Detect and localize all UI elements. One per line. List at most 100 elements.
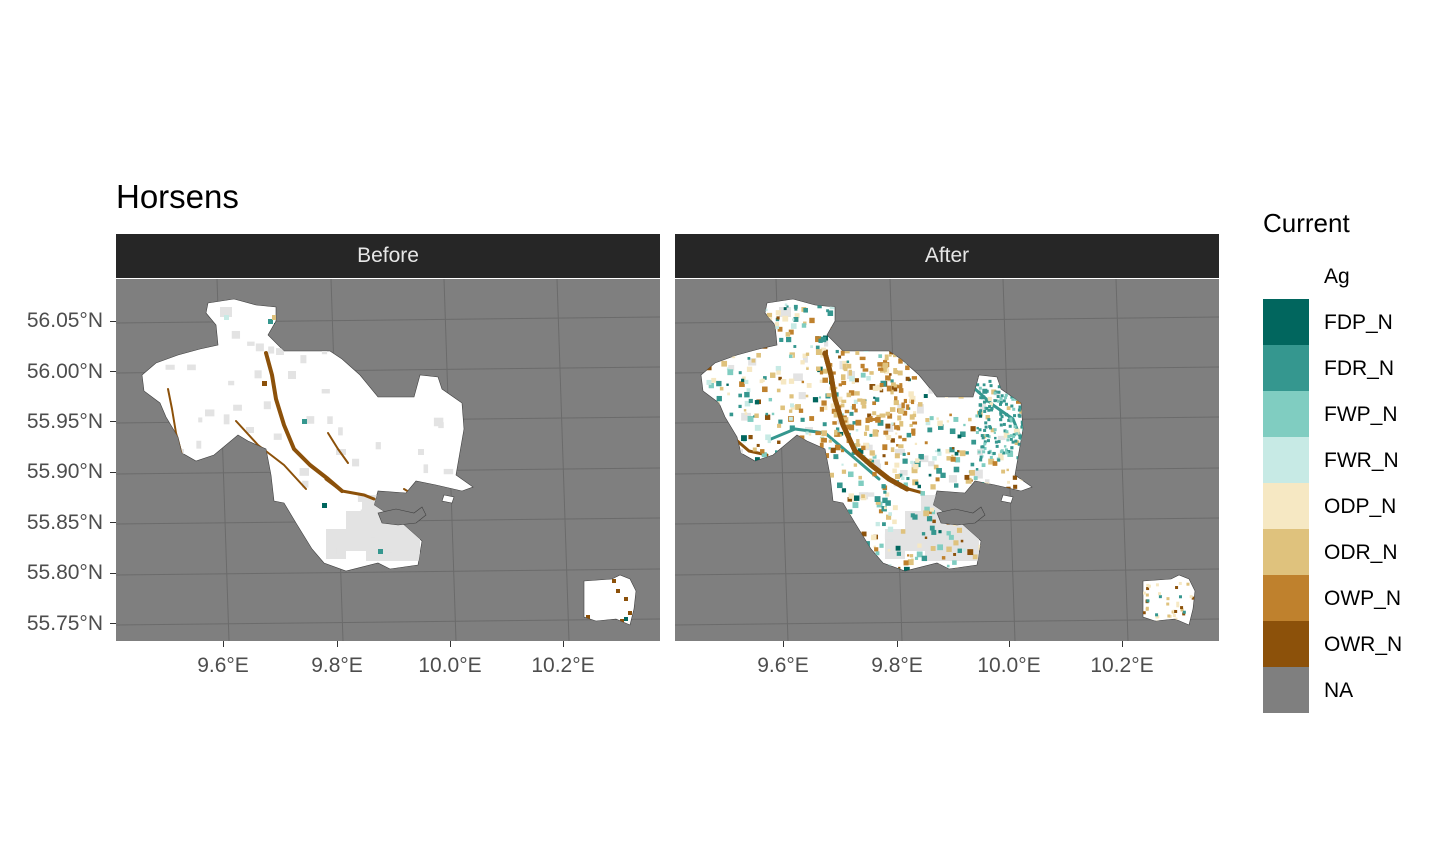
land-cover-cell [958, 357, 962, 361]
land-cover-cell [977, 341, 981, 345]
outside-area-cell [214, 469, 221, 475]
land-cover-cell [872, 385, 878, 392]
land-cover-cell [913, 325, 918, 330]
land-cover-cell [735, 460, 739, 464]
land-cover-cell [874, 397, 880, 402]
land-cover-cell [829, 472, 834, 478]
land-cover-cell [882, 522, 886, 527]
land-cover-cell [985, 389, 989, 393]
land-cover-cell [872, 471, 877, 477]
land-cover-cell [995, 309, 1001, 314]
land-cover-cell [801, 380, 805, 384]
land-cover-cell [788, 416, 793, 421]
land-cover-cell [1021, 340, 1026, 345]
land-cover-cell [992, 501, 998, 507]
land-cover-cell [872, 431, 879, 437]
land-cover-cell [829, 515, 833, 519]
land-cover-cell [923, 510, 930, 517]
outside-area-cell [173, 311, 184, 319]
land-cover-cell [717, 473, 723, 479]
land-cover-cell [1004, 396, 1008, 400]
land-cover-cell [930, 484, 936, 490]
land-cover-cell [792, 318, 795, 321]
land-cover-cell [950, 456, 956, 462]
land-cover-cell [322, 503, 327, 508]
land-cover-cell [937, 448, 941, 452]
land-cover-cell [1008, 385, 1012, 389]
land-cover-cell [989, 402, 994, 406]
land-cover-cell [978, 414, 983, 418]
land-cover-cell [1013, 428, 1020, 435]
land-cover-cell [837, 482, 843, 489]
land-cover-cell [729, 412, 734, 417]
land-cover-cell [906, 358, 910, 362]
land-cover-cell [999, 571, 1006, 578]
land-cover-cell [752, 541, 756, 546]
land-cover-cell [1004, 448, 1008, 452]
land-cover-cell [714, 485, 718, 490]
land-cover-cell [855, 419, 862, 426]
land-cover-cell [937, 387, 941, 391]
land-cover-cell [1019, 346, 1025, 353]
land-cover-cell [767, 491, 770, 494]
y-tick-mark [110, 522, 116, 523]
land-cover-cell [890, 438, 895, 443]
land-cover-cell [949, 447, 955, 453]
land-cover-cell [996, 553, 1001, 558]
land-cover-cell [885, 492, 890, 497]
land-cover-cell [756, 530, 760, 534]
land-cover-cell [778, 376, 782, 381]
land-cover-cell [907, 559, 914, 566]
land-cover-cell [826, 393, 833, 397]
land-cover-cell [903, 560, 909, 566]
outside-area-cell [871, 459, 880, 468]
outside-area-cell [360, 509, 369, 515]
land-cover-cell [966, 347, 969, 350]
land-cover-cell [1019, 410, 1023, 414]
x-tick-mark [337, 641, 338, 647]
land-cover-cell [911, 376, 917, 380]
outside-area-cell [162, 484, 173, 495]
land-cover-cell [889, 407, 896, 412]
land-cover-cell [997, 496, 1001, 500]
land-cover-cell [884, 461, 889, 465]
land-cover-cell [891, 382, 896, 387]
x-tick-mark [1122, 641, 1123, 647]
outside-area-cell [995, 317, 1004, 327]
land-cover-cell [766, 312, 773, 319]
outside-area-cell [373, 349, 381, 357]
land-cover-cell [1018, 557, 1024, 563]
land-cover-cell [723, 548, 728, 553]
land-cover-cell [799, 435, 805, 441]
land-cover-cell [979, 455, 983, 459]
graticule-parallel [116, 316, 660, 324]
land-cover-cell [961, 335, 968, 342]
land-cover-cell [952, 346, 958, 352]
x-tick-mark [897, 641, 898, 647]
land-cover-cell [901, 402, 905, 409]
land-cover-cell [932, 356, 935, 359]
outside-area-cell [231, 330, 241, 339]
land-cover-cell [881, 311, 887, 317]
land-cover-cell [893, 400, 899, 406]
outside-area-cell [228, 380, 235, 386]
outside-area-cell [839, 360, 845, 370]
land-cover-cell [844, 409, 850, 414]
land-cover-cell [858, 531, 862, 535]
land-cover-cell [990, 507, 994, 510]
land-cover-cell [971, 439, 977, 445]
outside-area-cell [907, 345, 912, 355]
outside-area-cell [166, 488, 174, 497]
outside-area-cell [174, 449, 184, 457]
land-cover-cell [716, 416, 721, 422]
land-cover-cell [788, 329, 794, 335]
land-cover-cell [738, 563, 741, 567]
land-cover-cell [853, 495, 860, 501]
land-cover-cell [819, 406, 824, 412]
outside-area-cell [1000, 530, 1007, 540]
land-cover-cell [1015, 390, 1019, 394]
land-cover-cell [711, 507, 716, 513]
land-cover-cell [899, 383, 903, 388]
land-cover-cell [989, 492, 994, 497]
land-cover-cell [803, 537, 806, 540]
